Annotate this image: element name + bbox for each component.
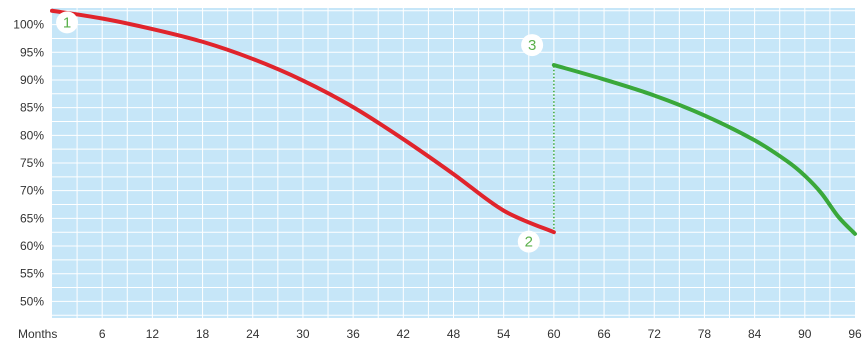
y-tick-label: 60% [20, 239, 44, 253]
grid [52, 8, 855, 318]
annotation-circle [521, 34, 544, 57]
series-line-1 [50, 8, 556, 235]
x-tick-label: 24 [246, 327, 260, 341]
x-tick-label: 72 [648, 327, 662, 341]
annotation-marker: 2 [517, 230, 540, 253]
x-tick-label: 36 [346, 327, 360, 341]
annotation-marker: 1 [56, 11, 79, 34]
y-axis-ticks: 100% 95% 90% 85% 80% 75% 70% 65% 60% 55% 50% [13, 18, 44, 309]
x-axis-label: Months [18, 327, 57, 341]
y-tick-label: 50% [20, 294, 44, 308]
annotation-marker: 3 [521, 34, 544, 57]
y-tick-label: 100% [13, 18, 44, 32]
y-tick-label: 95% [20, 45, 44, 59]
x-tick-label: 48 [447, 327, 461, 341]
x-tick-label: 6 [99, 327, 106, 341]
y-tick-label: 70% [20, 184, 44, 198]
x-tick-label: 78 [698, 327, 712, 341]
y-tick-label: 90% [20, 73, 44, 87]
y-tick-label: 75% [20, 156, 44, 170]
x-tick-label: 30 [296, 327, 310, 341]
x-axis-ticks: Months 6 12 18 24 30 36 42 48 54 60 66 72 78 84 90 96 [18, 327, 862, 341]
x-tick-label: 66 [597, 327, 611, 341]
series-lines [50, 8, 857, 236]
x-tick-label: 18 [196, 327, 210, 341]
y-tick-label: 80% [20, 128, 44, 142]
x-tick-label: 54 [497, 327, 511, 341]
y-tick-label: 65% [20, 211, 44, 225]
x-tick-label: 84 [748, 327, 762, 341]
series-line-2 [551, 63, 857, 236]
x-tick-label: 42 [397, 327, 411, 341]
annotation-circle [517, 230, 540, 253]
annotation-label: 1 [63, 14, 71, 31]
x-tick-label: 96 [848, 327, 862, 341]
annotation-label: 2 [525, 234, 533, 251]
annotations: 1 2 3 [56, 11, 544, 253]
y-tick-label: 85% [20, 101, 44, 115]
annotation-label: 3 [528, 37, 536, 54]
x-tick-label: 90 [798, 327, 812, 341]
x-tick-label: 12 [146, 327, 160, 341]
annotation-circle [56, 11, 79, 34]
x-tick-label: 60 [547, 327, 561, 341]
y-tick-label: 55% [20, 267, 44, 281]
